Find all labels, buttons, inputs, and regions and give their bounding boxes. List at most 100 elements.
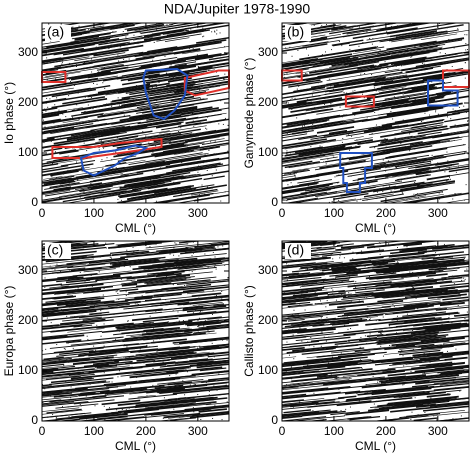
speck: [214, 31, 216, 33]
speck: [167, 166, 169, 168]
speck: [436, 414, 438, 416]
streak: [42, 138, 95, 149]
streak: [147, 182, 181, 190]
streak: [61, 159, 146, 174]
speck: [361, 189, 363, 191]
speck: [356, 25, 358, 27]
speck: [70, 80, 72, 82]
speck: [60, 271, 62, 273]
streak: [385, 169, 429, 178]
speck: [328, 29, 330, 31]
speck: [77, 268, 79, 270]
speck: [369, 257, 371, 259]
speck: [143, 362, 145, 364]
streak: [319, 159, 366, 169]
speck: [291, 109, 293, 111]
speck: [319, 319, 321, 321]
speck: [313, 392, 315, 394]
streak: [435, 362, 455, 366]
streak: [283, 277, 322, 282]
streak: [146, 112, 194, 121]
streak: [85, 190, 142, 201]
streak: [420, 86, 443, 92]
streak: [42, 407, 80, 412]
speck: [197, 394, 199, 396]
speck: [142, 388, 144, 390]
speck: [423, 170, 425, 172]
speck: [396, 244, 398, 246]
speck: [296, 117, 298, 119]
streak: [206, 402, 229, 406]
speck: [414, 148, 416, 150]
speck: [346, 263, 348, 265]
streak: [134, 24, 174, 32]
y-tick-label: 200: [18, 95, 38, 109]
streak: [349, 256, 384, 262]
speck: [46, 317, 48, 319]
speck: [356, 139, 358, 141]
speck: [323, 161, 325, 163]
streak: [430, 397, 457, 401]
streak: [282, 328, 306, 332]
speck: [330, 247, 332, 249]
speck: [222, 245, 224, 247]
y-axis-label: Europa phase (°): [2, 286, 16, 377]
streak: [111, 243, 157, 249]
streak: [320, 156, 338, 161]
streak: [42, 255, 87, 262]
streak: [49, 339, 132, 349]
speck: [381, 296, 383, 298]
speck: [458, 110, 460, 112]
speck: [321, 412, 323, 414]
streak: [324, 91, 343, 96]
speck: [169, 253, 171, 255]
speck: [175, 341, 177, 343]
streak: [415, 317, 442, 321]
streak: [428, 124, 469, 132]
streak: [408, 160, 456, 169]
speck: [458, 165, 460, 167]
speck: [430, 386, 432, 388]
streak: [371, 286, 456, 297]
speck: [374, 147, 376, 149]
streak: [393, 139, 450, 150]
streak: [410, 329, 451, 335]
speck: [83, 320, 85, 322]
speck: [120, 278, 122, 280]
speck: [417, 414, 419, 416]
streak: [60, 159, 96, 167]
streak: [137, 66, 210, 80]
streak: [42, 308, 59, 312]
speck: [62, 113, 64, 115]
streak: [376, 326, 461, 337]
speck: [55, 337, 57, 339]
speck: [286, 384, 288, 386]
streak: [392, 147, 411, 152]
streak: [335, 274, 358, 278]
speck: [350, 273, 352, 275]
streak: [189, 358, 209, 362]
speck: [371, 107, 373, 109]
streak: [388, 318, 443, 326]
speck: [395, 167, 397, 169]
speck: [412, 31, 414, 33]
streak: [150, 269, 196, 275]
speck: [110, 257, 112, 259]
speck: [126, 358, 128, 360]
streak: [282, 241, 307, 246]
speck: [220, 200, 222, 202]
speck: [455, 387, 457, 389]
speck: [382, 159, 384, 161]
streak: [381, 131, 442, 143]
speck: [318, 319, 320, 321]
speck: [462, 277, 464, 279]
speck: [453, 277, 455, 279]
speck: [301, 340, 303, 342]
speck: [111, 159, 113, 161]
x-tick-label: 300: [188, 206, 208, 220]
streak: [159, 385, 229, 394]
speck: [305, 74, 307, 76]
streak: [282, 364, 327, 370]
speck: [52, 180, 54, 182]
streak: [282, 276, 308, 280]
